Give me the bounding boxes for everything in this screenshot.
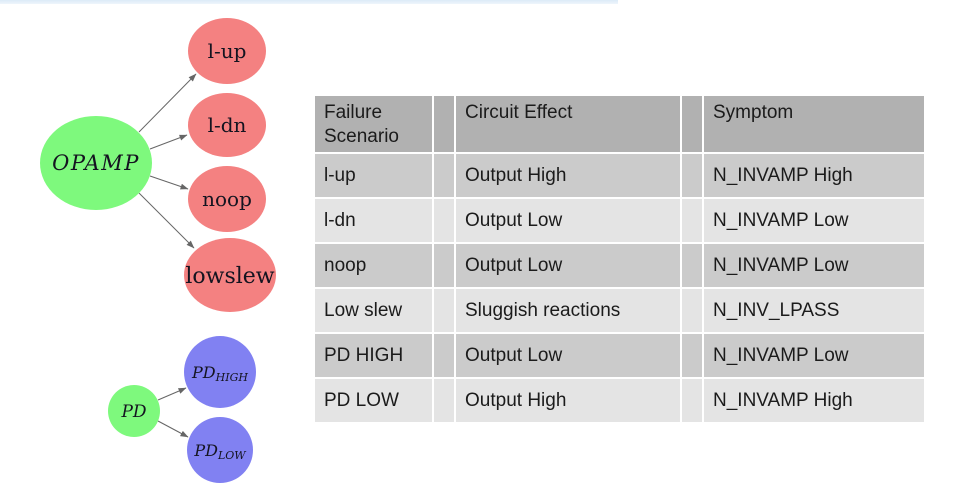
table-cell-spacer	[682, 244, 702, 287]
table-cell-spacer	[434, 334, 454, 377]
top-accent-bar	[0, 0, 618, 4]
table-cell-scenario: l-up	[315, 154, 432, 197]
edge-opamp-noop	[149, 175, 189, 190]
header-spacer-1	[434, 96, 454, 152]
table-cell-scenario: PD LOW	[315, 379, 432, 422]
table-cell-symptom: N_INVAMP High	[704, 154, 924, 197]
table-cell-spacer	[434, 199, 454, 242]
node-opamp: OPAMP	[40, 116, 152, 210]
table-cell-effect: Output Low	[456, 244, 680, 287]
node-noop: noop	[188, 166, 266, 232]
table-cell-spacer	[434, 379, 454, 422]
table-cell-scenario: PD HIGH	[315, 334, 432, 377]
fault-tree-diagram: OPAMP l-up l-dn noop lowslew PD PDHIGH	[40, 18, 276, 483]
table-cell-scenario: l-dn	[315, 199, 432, 242]
node-l-dn: l-dn	[188, 93, 266, 157]
table-cell-spacer	[682, 199, 702, 242]
table-cell-effect: Output Low	[456, 199, 680, 242]
table-cell-spacer	[434, 154, 454, 197]
failure-scenario-table: Failure Scenario Circuit Effect Symptom …	[315, 96, 924, 422]
table-cell-symptom: N_INVAMP Low	[704, 244, 924, 287]
node-opamp-label: OPAMP	[52, 151, 140, 175]
table-cell-effect: Output High	[456, 154, 680, 197]
column-header-symptom: Symptom	[704, 96, 924, 152]
column-header-circuit-effect: Circuit Effect	[456, 96, 680, 152]
table-cell-spacer	[682, 289, 702, 332]
node-lowslew: lowslew	[184, 238, 276, 312]
node-l-up: l-up	[188, 18, 266, 84]
node-l-up-label: l-up	[208, 39, 247, 63]
table-cell-spacer	[682, 379, 702, 422]
node-pd-label: PD	[120, 402, 146, 422]
table-cell-spacer	[682, 154, 702, 197]
column-header-failure-scenario: Failure Scenario	[315, 96, 432, 152]
node-pd: PD	[108, 385, 160, 437]
node-pd-low-label: PDLOW	[193, 441, 247, 462]
node-l-dn-label: l-dn	[208, 113, 247, 137]
header-spacer-2	[682, 96, 702, 152]
node-pd-high: PDHIGH	[184, 336, 256, 408]
table-cell-symptom: N_INV_LPASS	[704, 289, 924, 332]
table-cell-scenario: noop	[315, 244, 432, 287]
edge-opamp-lowslew	[138, 192, 195, 249]
edge-opamp-ldn	[149, 134, 188, 150]
table-cell-scenario: Low slew	[315, 289, 432, 332]
node-pd-high-label: PDHIGH	[191, 363, 248, 384]
table-cell-symptom: N_INVAMP Low	[704, 334, 924, 377]
edge-opamp-lup	[138, 73, 197, 133]
table-cell-symptom: N_INVAMP High	[704, 379, 924, 422]
node-noop-label: noop	[202, 187, 252, 211]
table-cell-spacer	[434, 244, 454, 287]
edge-pd-high	[157, 387, 187, 401]
node-lowslew-label: lowslew	[185, 264, 274, 289]
table-cell-spacer	[682, 334, 702, 377]
table-cell-spacer	[434, 289, 454, 332]
table-cell-symptom: N_INVAMP Low	[704, 199, 924, 242]
table-cell-effect: Output High	[456, 379, 680, 422]
node-pd-low: PDLOW	[187, 417, 253, 483]
edge-pd-low	[157, 420, 189, 438]
table-cell-effect: Sluggish reactions	[456, 289, 680, 332]
table-cell-effect: Output Low	[456, 334, 680, 377]
